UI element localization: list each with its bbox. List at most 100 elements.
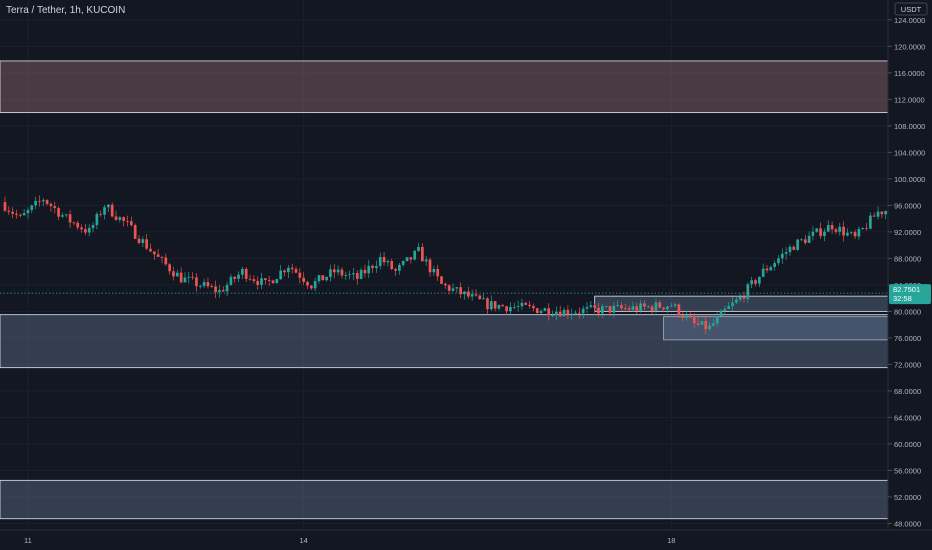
last-price-countdown: 32:58 [893,294,912,303]
candle [723,308,727,311]
candle [509,307,512,312]
candle [133,225,137,239]
candle [535,308,539,314]
candle [512,306,516,308]
candle [486,298,489,310]
currency-unit: USDT [901,5,922,14]
candle [332,269,336,273]
zone-4h-lower[interactable] [663,316,932,341]
candle [692,317,696,324]
candle [156,254,160,257]
candle [578,312,581,314]
candle [700,321,704,325]
candle [53,206,57,209]
candle [777,258,780,264]
candle [780,253,784,259]
candle [520,302,524,307]
candle [11,211,14,214]
candle [114,216,118,220]
candle [823,231,826,237]
candle [566,309,570,315]
candle [229,276,233,285]
candle [865,227,868,229]
candle [401,260,405,265]
candle [72,222,76,224]
candle [478,295,482,300]
candle [658,302,662,308]
candle [421,247,424,262]
candle [241,268,244,275]
candle [627,308,631,310]
candle [76,222,80,228]
candle [371,265,374,269]
candle [719,310,723,317]
candle [409,257,413,260]
candle [459,287,462,295]
candle [309,285,313,289]
candle [696,323,700,325]
candle [198,285,202,287]
candle [298,272,302,278]
candle [26,210,30,214]
candle [248,278,252,280]
time-tick-label: 18 [667,536,675,545]
candle [348,274,351,276]
candle [757,276,761,284]
demand-zone-bottom[interactable] [0,479,889,520]
candle [424,259,428,262]
price-tick-label: 76.0000 [894,334,921,343]
candle [64,214,68,216]
candle [631,306,635,310]
candle [252,279,256,282]
candle [329,269,332,277]
candle [604,306,608,307]
candle [130,221,133,226]
candle [363,269,367,274]
candle [620,305,623,309]
candle [666,306,669,310]
price-tick-label: 56.0000 [894,466,921,475]
price-tick-label: 92.0000 [894,228,921,237]
candle [206,282,210,287]
candle [673,304,677,306]
candle [466,291,470,297]
candle [765,268,769,271]
supply-zone-top[interactable] [0,60,889,114]
price-tick-label: 108.0000 [894,122,925,131]
candle [489,301,493,310]
demand-zone-wide[interactable] [0,314,932,369]
candle [210,286,214,288]
candle [38,200,41,202]
candle [643,303,646,307]
candle [811,231,815,236]
candle [202,282,206,286]
price-tick-label: 124.0000 [894,16,925,25]
candle [539,310,543,314]
candle [589,305,593,307]
candle [390,261,394,270]
candle [294,269,298,273]
candle [727,306,731,309]
candle [742,296,746,299]
candle [857,228,861,237]
candle [623,308,627,310]
candle [715,316,719,324]
candle [440,276,443,284]
candle [869,215,872,229]
candle [792,246,796,250]
candle [306,281,309,286]
candle [110,204,114,217]
candle [3,202,7,211]
candle [237,274,240,279]
candle [340,269,344,276]
candle [662,307,665,310]
price-tick-label: 60.0000 [894,440,921,449]
candle [264,278,267,281]
candle [685,315,688,318]
candle [336,269,340,273]
candle [612,305,616,313]
candle [80,227,83,230]
candle [497,305,501,309]
candle [118,217,122,220]
